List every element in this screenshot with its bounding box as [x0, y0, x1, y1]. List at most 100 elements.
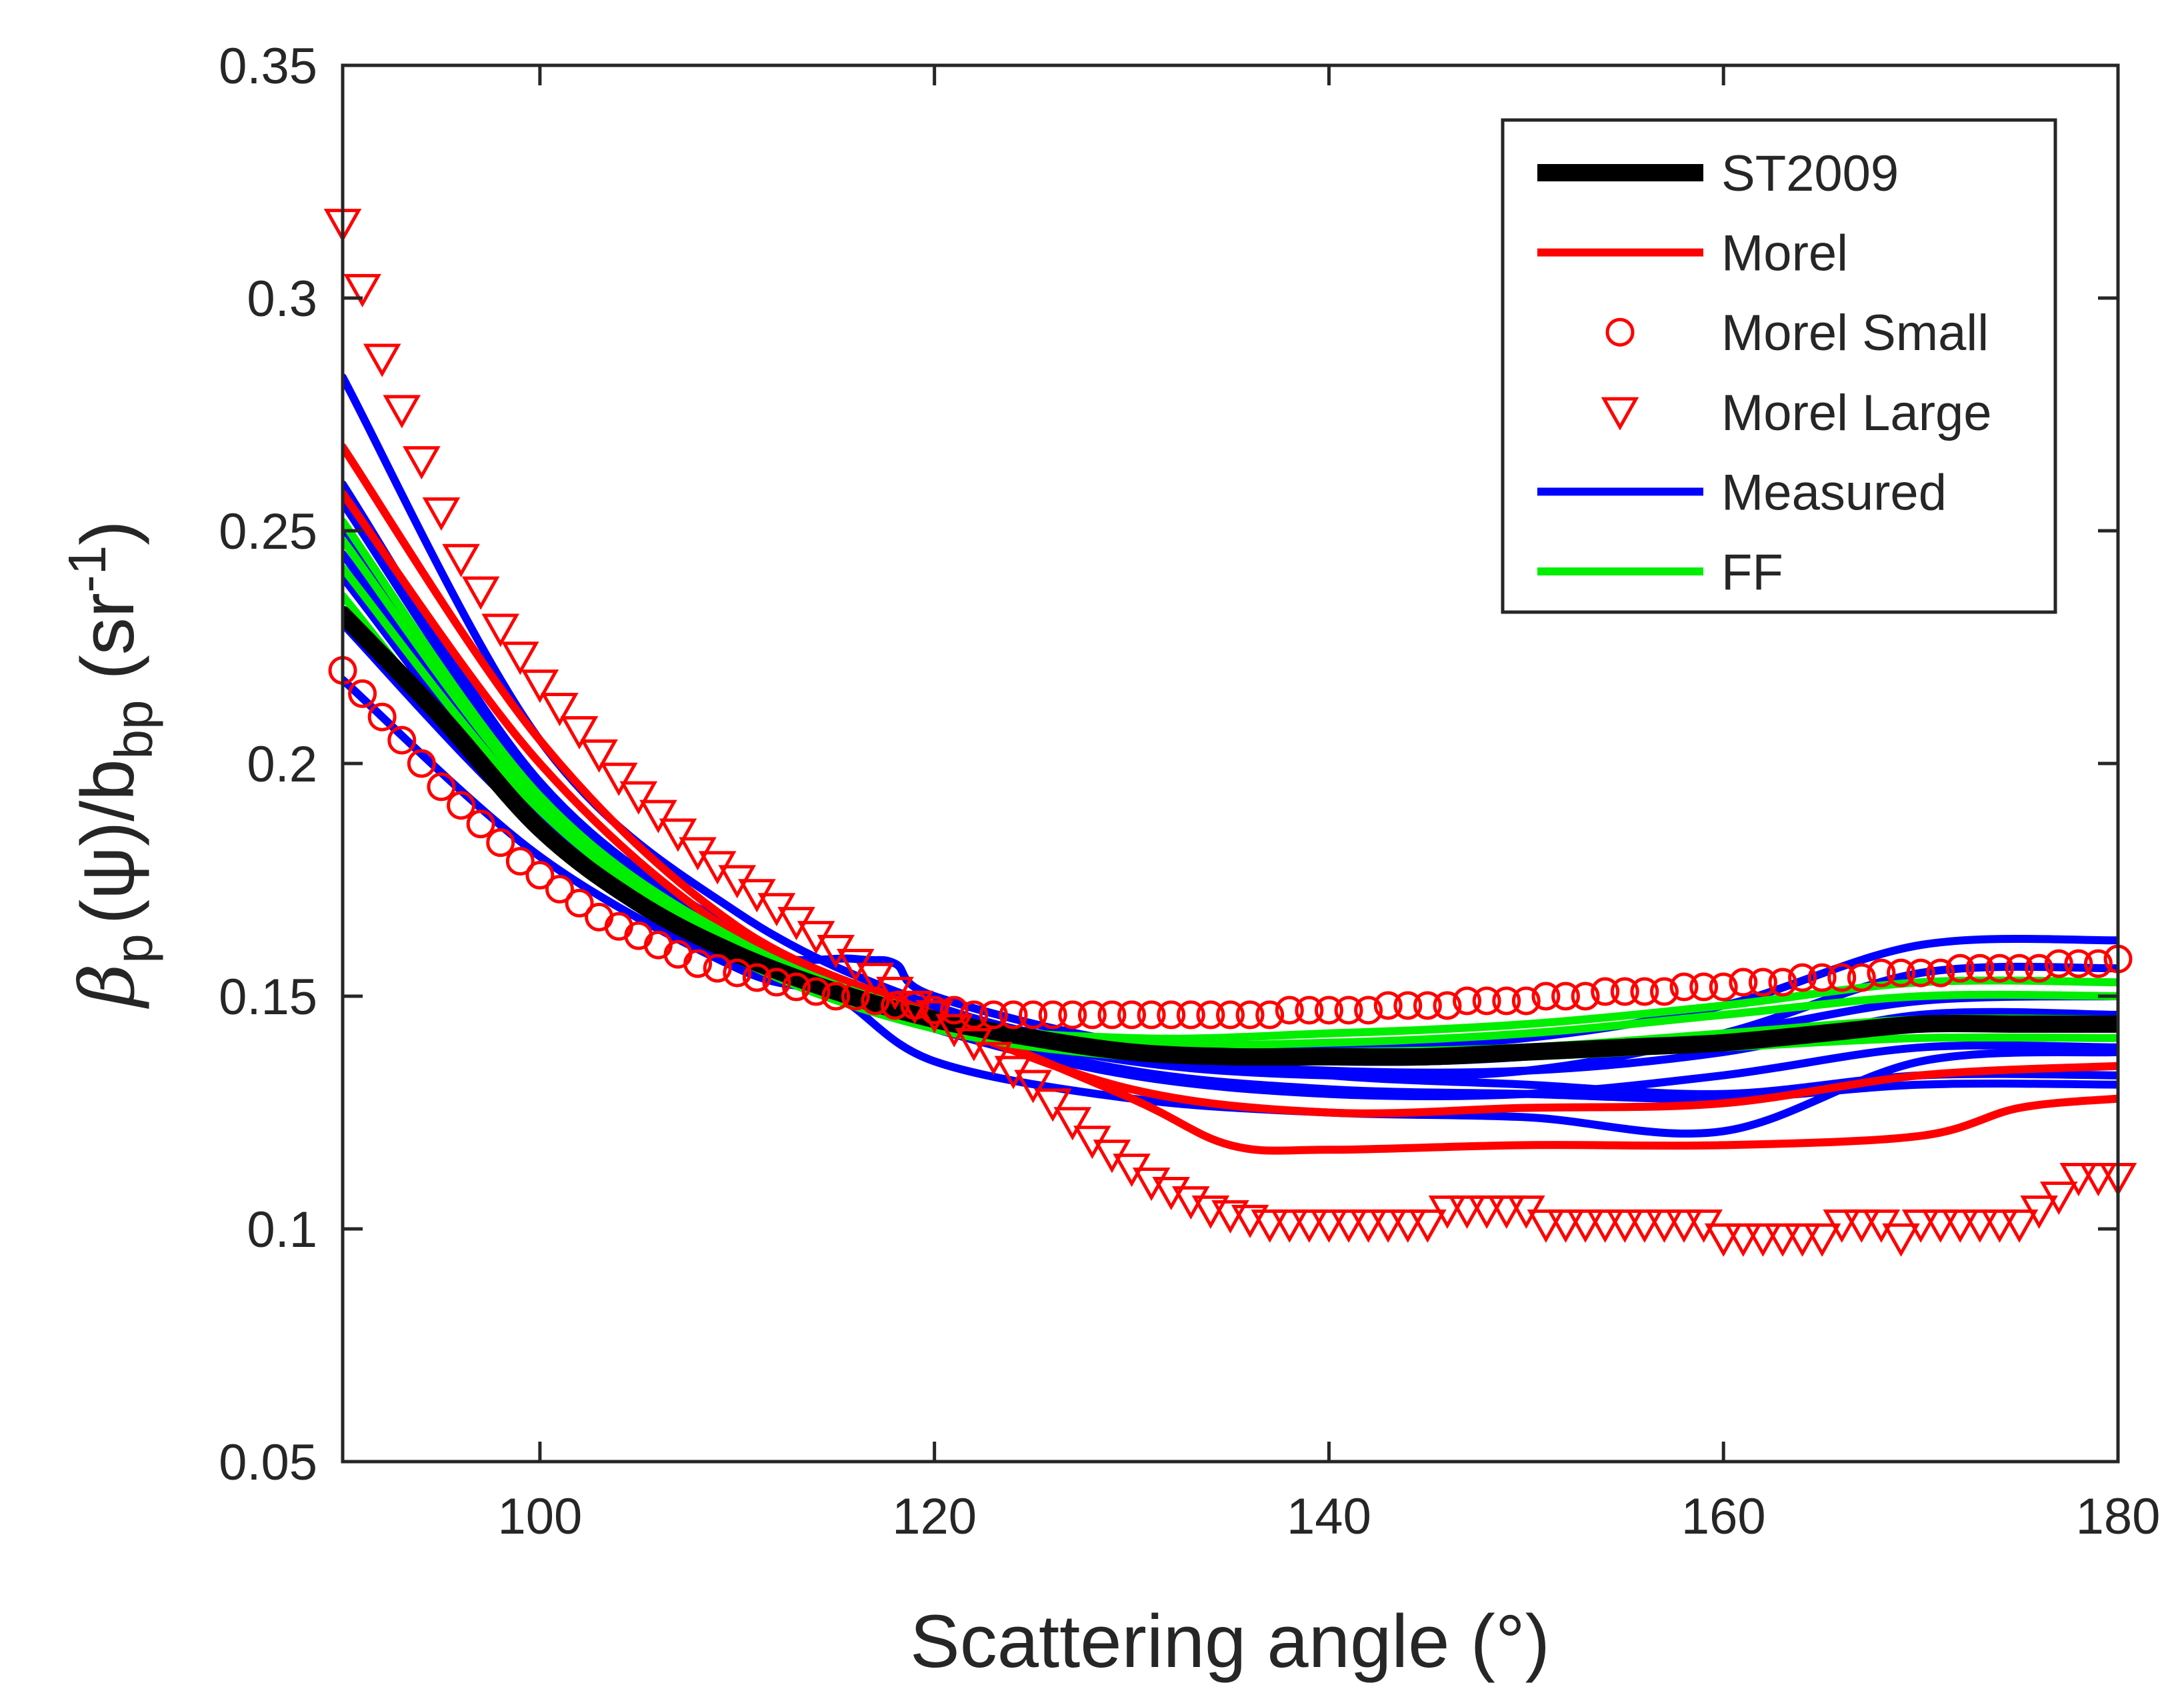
morel-small-marker	[2044, 949, 2073, 978]
morel-large-marker	[599, 762, 638, 796]
morel-small-marker	[1157, 1000, 1186, 1030]
morel-small-marker	[1827, 963, 1857, 992]
morel-small-marker	[1788, 963, 1817, 992]
morel-large-marker	[1783, 1223, 1821, 1257]
legend-item-morel: Morel	[1537, 225, 1848, 282]
morel-large-marker	[1014, 1070, 1052, 1104]
morel-small-marker	[1511, 986, 1541, 1016]
morel-small-marker	[1807, 963, 1837, 992]
y-tick-label: 0.05	[219, 1434, 317, 1491]
morel-small-marker	[762, 968, 791, 997]
morel-small-marker	[1453, 986, 1482, 1016]
morel-small-marker	[1768, 968, 1797, 997]
morel-small-marker	[1117, 1000, 1147, 1030]
y-tick-label: 0.2	[247, 736, 317, 793]
morel-large-marker	[2020, 1195, 2058, 1229]
morel-large-marker	[1310, 1209, 1348, 1243]
morel-large-marker	[1290, 1209, 1329, 1243]
legend-label: Morel Small	[1721, 305, 1989, 361]
morel-large-marker	[560, 715, 599, 750]
morel-small-marker	[1531, 982, 1561, 1011]
morel-small-marker	[723, 958, 752, 988]
morel-small-marker	[1019, 1000, 1048, 1030]
morel-small-marker	[2005, 954, 2034, 983]
morel-small-marker	[505, 847, 535, 876]
x-axis-title: Scattering angle (°)	[910, 1600, 1550, 1683]
marker-layer	[323, 209, 2137, 1257]
morel-small-marker	[999, 1000, 1028, 1030]
morel-small-marker	[1216, 1000, 1245, 1030]
morel-small-marker	[1255, 1000, 1285, 1030]
morel-small-marker	[1373, 991, 1403, 1020]
morel-small-marker	[387, 725, 417, 755]
morel-small-marker	[1176, 1000, 1205, 1030]
morel-small-marker	[1965, 954, 1995, 983]
x-tick-label: 100	[497, 1488, 582, 1545]
morel-small-marker	[821, 982, 851, 1011]
morel-large-marker	[580, 739, 618, 773]
morel-large-marker	[403, 446, 441, 480]
x-tick-label: 140	[1287, 1488, 1371, 1545]
morel-small-marker	[1689, 972, 1719, 1002]
morel-small-marker	[1985, 954, 2014, 983]
morel-large-marker	[1053, 1107, 1092, 1141]
morel-small-marker	[1275, 996, 1304, 1025]
morel-small-marker	[348, 679, 377, 708]
y-axis-title-main: (ψ)/b	[66, 759, 149, 924]
morel-large-marker	[1625, 1209, 1664, 1243]
x-tick-label: 180	[2076, 1488, 2161, 1545]
morel-large-marker	[2039, 1181, 2078, 1216]
morel-large-marker	[1527, 1209, 1565, 1243]
morel-large-marker	[541, 693, 579, 727]
series-layer	[343, 373, 2118, 1155]
morel-small-marker	[466, 809, 495, 839]
morel-large-marker	[1941, 1209, 1979, 1243]
morel-large-marker	[1467, 1195, 1506, 1229]
morel-small-marker	[939, 996, 969, 1025]
y-axis-title-symbol: β	[65, 964, 151, 1010]
legend-box	[1501, 118, 2057, 614]
morel-small-marker	[1945, 954, 1975, 983]
morel-large-marker	[1763, 1223, 1802, 1257]
morel-small-marker	[801, 977, 831, 1006]
morel-large-marker	[1448, 1195, 1486, 1229]
morel-large-marker	[1409, 1209, 1447, 1243]
morel-large-marker	[1744, 1223, 1782, 1257]
morel-small-marker	[1926, 958, 1955, 988]
morel-small-marker	[703, 954, 732, 983]
morel-small-marker	[1038, 1000, 1067, 1030]
morel-small-marker	[486, 828, 515, 858]
morel-large-marker	[442, 543, 480, 577]
legend-swatch-circle	[1605, 317, 1635, 347]
morel-small-marker	[1472, 986, 1501, 1016]
legend-label: ST2009	[1721, 145, 1899, 202]
morel-large-marker	[1586, 1209, 1624, 1243]
legend: ST2009 Morel Morel Small Morel Large Measure…	[1501, 118, 2057, 614]
morel-large-marker	[639, 799, 677, 833]
morel-small-marker	[367, 702, 397, 731]
morel-small-marker	[565, 888, 594, 918]
morel-small-marker	[1571, 982, 1600, 1011]
morel-large-marker	[2059, 1163, 2098, 1197]
morel-small-marker	[447, 791, 476, 820]
morel-small-marker	[545, 874, 574, 904]
morel-large-marker	[1566, 1209, 1605, 1243]
morel-large-marker	[1882, 1223, 1920, 1257]
y-axis-title-unit-close: )	[66, 520, 149, 545]
morel-large-marker	[2079, 1163, 2117, 1197]
x-tick-label: 160	[1681, 1488, 1766, 1545]
axes-layer: 100 120 140 160 180 0.05 0.1 0.15 0.2 0.25 0.3 0.35	[219, 38, 2160, 1545]
morel-large-marker	[1547, 1209, 1585, 1243]
morel-small-marker	[1906, 958, 1935, 988]
morel-large-marker	[1487, 1195, 1526, 1229]
legend-item-ff: FF	[1537, 544, 1783, 601]
y-tick-label: 0.1	[247, 1202, 317, 1258]
morel-small-marker	[1433, 991, 1462, 1020]
morel-large-marker	[422, 497, 461, 531]
morel-small-marker	[1058, 1000, 1087, 1030]
morel-small-marker	[1393, 991, 1423, 1020]
morel-small-marker	[407, 749, 436, 778]
morel-large-marker	[1921, 1209, 1959, 1243]
morel-small-marker	[1295, 996, 1324, 1025]
